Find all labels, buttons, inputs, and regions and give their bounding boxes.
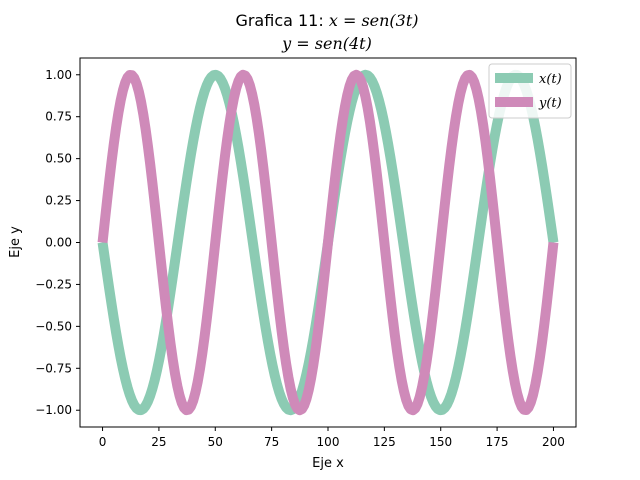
x-tick-label: 100	[317, 435, 340, 449]
y-tick-label: 0.50	[45, 152, 72, 166]
x-tick-label: 150	[429, 435, 452, 449]
x-tick-label: 200	[542, 435, 565, 449]
legend-label-y: y(t)	[538, 96, 562, 111]
legend: x(t) y(t)	[488, 63, 572, 119]
title-prefix: Grafica 11:	[235, 11, 328, 30]
legend-label-x: x(t)	[539, 72, 562, 87]
title-line-1: Grafica 11: x = sen(3t)	[235, 11, 418, 30]
x-tick-label: 0	[99, 435, 107, 449]
x-tick-label: 175	[486, 435, 509, 449]
legend-items: x(t) y(t)	[495, 72, 562, 111]
x-tick-label: 75	[264, 435, 279, 449]
y-tick-label: −0.50	[35, 319, 72, 333]
y-tick-label: 0.25	[45, 194, 72, 208]
y-tick-label: −1.00	[35, 403, 72, 417]
y-axis-ticks: −1.00 −0.75 −0.50 −0.25 0.00 0.25 0.50 0.75 1.00	[35, 68, 80, 417]
y-tick-label: 0.00	[45, 236, 72, 250]
series-line-y	[97, 69, 559, 416]
y-tick-label: −0.25	[35, 277, 72, 291]
y-tick-label: −0.75	[35, 361, 72, 375]
x-tick-label: 25	[151, 435, 166, 449]
series-layer	[97, 69, 559, 416]
x-axis-ticks: 0 25 50 75 100 125 150 175 200	[99, 427, 565, 449]
x-tick-label: 125	[373, 435, 396, 449]
y-axis-label: Eje y	[8, 226, 23, 258]
x-tick-label: 50	[208, 435, 223, 449]
y-tick-label: 0.75	[45, 110, 72, 124]
x-axis-label: Eje x	[312, 456, 344, 471]
y-tick-label: 1.00	[45, 68, 72, 82]
chart-title: Grafica 11: x = sen(3t) y = sen(4t)	[235, 11, 418, 53]
plot-area: 0 25 50 75 100 125 150 175 200 −1.00 −0.75 −0.50 −0…	[35, 57, 577, 449]
title-line-2: y = sen(4t)	[281, 34, 372, 53]
title-math-x: x = sen(3t)	[329, 11, 419, 30]
